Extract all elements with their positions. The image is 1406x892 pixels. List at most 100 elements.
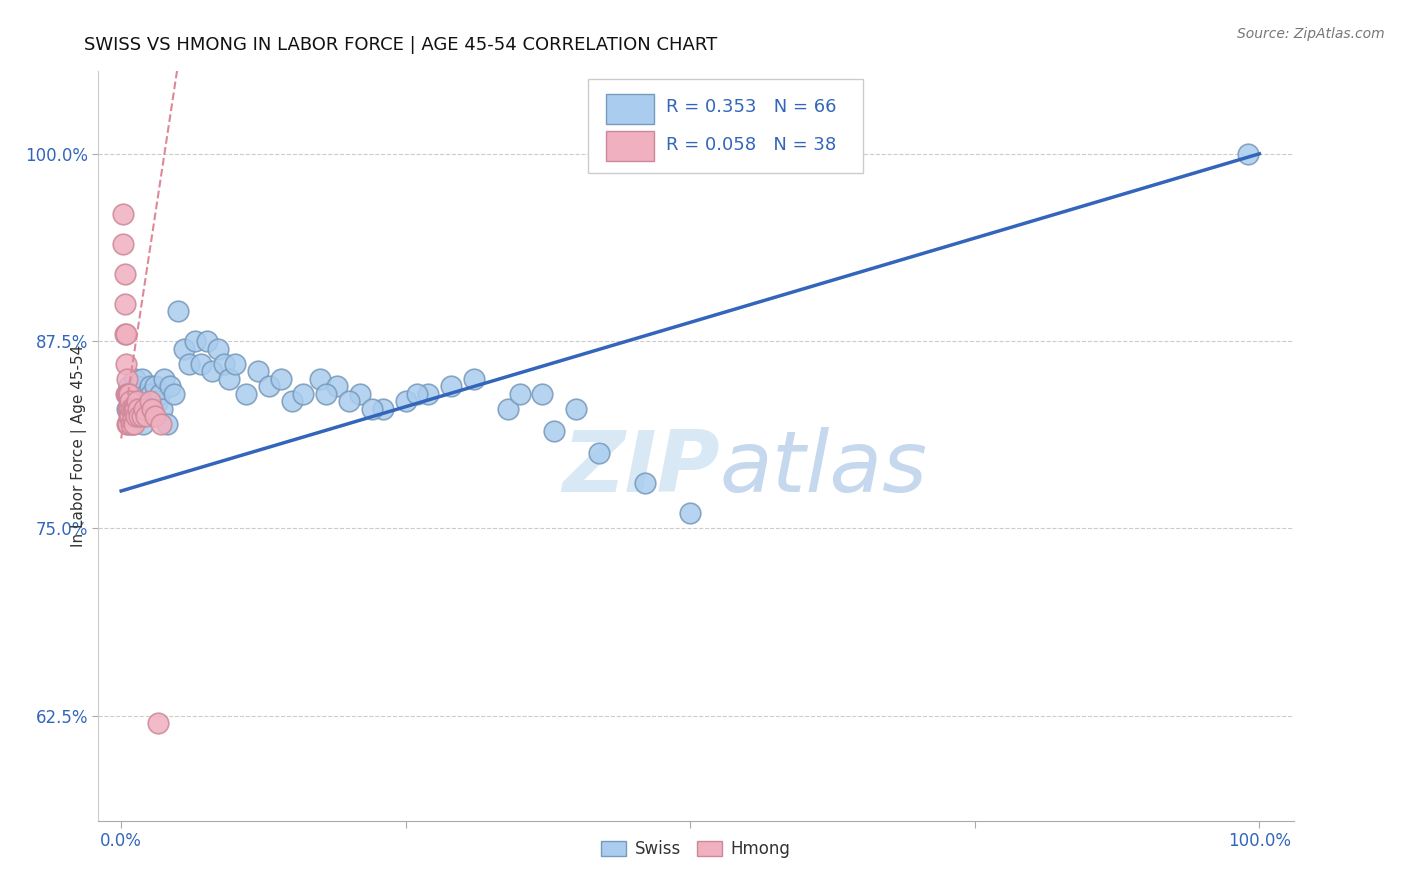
Point xyxy=(371,401,394,416)
Point xyxy=(132,417,155,431)
Point xyxy=(201,364,224,378)
Point xyxy=(153,371,176,385)
Point xyxy=(146,394,169,409)
Point xyxy=(117,417,139,431)
Point xyxy=(117,386,139,401)
Point xyxy=(114,326,136,341)
Point xyxy=(115,417,138,431)
Point xyxy=(115,371,138,385)
Point xyxy=(122,401,145,416)
Point xyxy=(141,394,163,409)
Point xyxy=(114,326,136,341)
Point xyxy=(120,401,142,416)
Point xyxy=(125,394,148,409)
Point xyxy=(118,379,141,393)
Point xyxy=(162,386,184,401)
Point xyxy=(218,371,240,385)
Point xyxy=(149,386,172,401)
Point xyxy=(496,401,519,416)
Point xyxy=(127,401,149,416)
Point xyxy=(588,446,610,460)
Point xyxy=(131,371,153,385)
Point xyxy=(141,401,163,416)
Point xyxy=(1237,146,1260,161)
Bar xyxy=(606,131,654,161)
Point xyxy=(326,379,349,393)
Point xyxy=(117,401,139,416)
Point xyxy=(138,394,160,409)
Point xyxy=(114,267,136,281)
Point xyxy=(121,401,143,416)
Point xyxy=(114,357,136,371)
Point xyxy=(131,409,153,423)
Point xyxy=(195,334,218,348)
Legend: Swiss, Hmong: Swiss, Hmong xyxy=(595,833,797,864)
Text: ZIP: ZIP xyxy=(562,427,720,510)
Point xyxy=(120,417,142,431)
Point xyxy=(235,386,257,401)
Point xyxy=(127,379,149,393)
Point xyxy=(246,364,269,378)
Point xyxy=(136,401,159,416)
Point xyxy=(112,236,135,251)
Point xyxy=(167,304,190,318)
Point xyxy=(127,401,149,416)
Point xyxy=(122,401,145,416)
Point xyxy=(120,409,142,423)
Point xyxy=(270,371,292,385)
Point xyxy=(120,394,142,409)
Point xyxy=(257,379,280,393)
Point xyxy=(395,394,418,409)
Point xyxy=(112,207,135,221)
Point xyxy=(531,386,554,401)
Point xyxy=(156,417,179,431)
Text: Source: ZipAtlas.com: Source: ZipAtlas.com xyxy=(1237,27,1385,41)
Point xyxy=(207,342,229,356)
Point xyxy=(128,386,150,401)
Point xyxy=(224,357,246,371)
Point xyxy=(309,371,332,385)
Point xyxy=(132,401,155,416)
Point xyxy=(281,394,304,409)
Text: R = 0.058   N = 38: R = 0.058 N = 38 xyxy=(666,136,837,153)
Point xyxy=(124,401,146,416)
Point xyxy=(418,386,440,401)
Point xyxy=(121,409,143,423)
Point xyxy=(124,371,146,385)
Point xyxy=(150,417,173,431)
Point xyxy=(143,409,166,423)
Point xyxy=(190,357,212,371)
Point xyxy=(543,424,565,438)
Point xyxy=(634,476,657,491)
Point xyxy=(679,507,702,521)
Point xyxy=(150,401,173,416)
Point xyxy=(118,386,141,401)
Point xyxy=(118,409,141,423)
Point xyxy=(120,394,142,409)
Point xyxy=(360,401,382,416)
Point xyxy=(315,386,337,401)
Point xyxy=(179,357,201,371)
Point xyxy=(509,386,531,401)
Point xyxy=(173,342,195,356)
Y-axis label: In Labor Force | Age 45-54: In Labor Force | Age 45-54 xyxy=(72,345,87,547)
Text: atlas: atlas xyxy=(720,427,928,510)
Point xyxy=(146,716,169,731)
Point xyxy=(463,371,485,385)
Point xyxy=(184,334,207,348)
Point xyxy=(128,409,150,423)
Point xyxy=(115,401,138,416)
Point xyxy=(138,379,160,393)
Point xyxy=(115,386,138,401)
Point xyxy=(337,394,360,409)
Point xyxy=(406,386,429,401)
Point xyxy=(565,401,588,416)
Point xyxy=(143,379,166,393)
Point xyxy=(121,417,143,431)
Point xyxy=(125,409,148,423)
Point xyxy=(292,386,315,401)
Text: R = 0.353   N = 66: R = 0.353 N = 66 xyxy=(666,98,837,116)
Point xyxy=(159,379,181,393)
FancyBboxPatch shape xyxy=(589,78,863,172)
Point xyxy=(349,386,371,401)
